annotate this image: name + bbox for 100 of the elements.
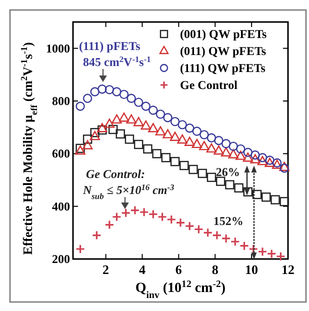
point: [104, 220, 114, 230]
point: [121, 208, 131, 218]
point: [112, 87, 122, 96]
legend-label: (001) QW pFETs: [180, 27, 268, 41]
point: [212, 230, 222, 240]
point: [163, 112, 172, 122]
annotation: (111) pFETs: [79, 39, 141, 53]
point: [239, 241, 250, 251]
point: [82, 134, 92, 144]
point: [266, 248, 276, 259]
point: [148, 209, 158, 220]
point: [90, 87, 100, 96]
point: [199, 140, 210, 150]
point: [228, 142, 238, 151]
point: [139, 207, 149, 217]
point: [112, 114, 122, 124]
point: [97, 123, 108, 132]
point: [276, 252, 286, 262]
legend-label: (011) QW pFETs: [180, 44, 266, 58]
point: [220, 147, 232, 156]
point: [82, 94, 92, 103]
point: [270, 195, 280, 204]
point: [157, 212, 168, 222]
point: [82, 140, 93, 150]
point: [126, 94, 136, 103]
point: [280, 196, 289, 206]
point: [221, 139, 231, 148]
point: [176, 218, 186, 228]
point: [156, 110, 166, 119]
legend-label: (111) QW pFETs: [180, 61, 266, 75]
point: [118, 112, 130, 122]
point: [192, 126, 202, 136]
annotation: Ge Control:: [86, 167, 146, 181]
point: [185, 124, 194, 133]
point: [258, 246, 268, 256]
x-tick-label: 2: [102, 262, 110, 277]
point: [133, 116, 144, 126]
point: [198, 168, 207, 178]
annotation: N$_{sub}$ ≤ 5×10$^{16}$ cm$^{-3}$: [82, 182, 174, 200]
x-tick-label: 8: [212, 262, 219, 277]
point: [243, 148, 253, 157]
point: [264, 158, 275, 168]
point: [98, 84, 107, 94]
point: [180, 160, 189, 170]
point: [194, 224, 204, 234]
point: [170, 132, 180, 141]
point: [248, 244, 258, 254]
y-tick-label: 200: [52, 252, 70, 266]
point: [143, 144, 152, 154]
point: [236, 144, 246, 154]
point: [206, 143, 217, 153]
point: [236, 150, 246, 160]
point: [192, 138, 202, 148]
point: [148, 123, 158, 132]
point: [134, 140, 144, 150]
point: [161, 153, 171, 162]
point: [250, 154, 260, 164]
point: [262, 192, 271, 202]
point: [90, 130, 100, 140]
point: [119, 90, 129, 100]
point: [112, 212, 122, 222]
point: [234, 183, 244, 192]
point: [184, 136, 195, 146]
point: [258, 153, 268, 162]
point: [214, 136, 224, 146]
x-axis-title: Q$_{inv}$ (10$^{12}$ cm$^{-2}$): [135, 278, 226, 300]
point: [92, 230, 102, 240]
annotation: 26%: [216, 164, 240, 179]
point: [252, 190, 262, 200]
point: [214, 145, 224, 155]
annotation: 152%: [213, 214, 244, 228]
point: [130, 205, 140, 216]
point: [170, 116, 180, 126]
point: [257, 156, 268, 166]
x-tick-label: 12: [282, 262, 294, 277]
point: [188, 164, 198, 174]
x-tick-label: 4: [138, 262, 146, 277]
point: [216, 176, 226, 186]
point: [178, 120, 187, 130]
point: [116, 129, 125, 139]
point: [200, 130, 209, 140]
legend-label: Ge Control: [180, 78, 238, 92]
point: [148, 106, 158, 115]
point: [206, 133, 216, 142]
point: [134, 98, 144, 107]
point: [141, 102, 150, 111]
point: [75, 244, 86, 254]
point: [221, 234, 231, 244]
x-tick-label: 10: [245, 262, 258, 277]
point: [126, 114, 136, 124]
point: [177, 134, 188, 144]
point: [104, 85, 114, 94]
y-tick-label: 800: [52, 94, 70, 108]
point: [206, 172, 216, 182]
point: [152, 149, 162, 158]
point: [166, 214, 176, 224]
point: [170, 156, 180, 166]
point: [203, 228, 213, 238]
point: [155, 126, 166, 136]
point: [104, 118, 115, 128]
